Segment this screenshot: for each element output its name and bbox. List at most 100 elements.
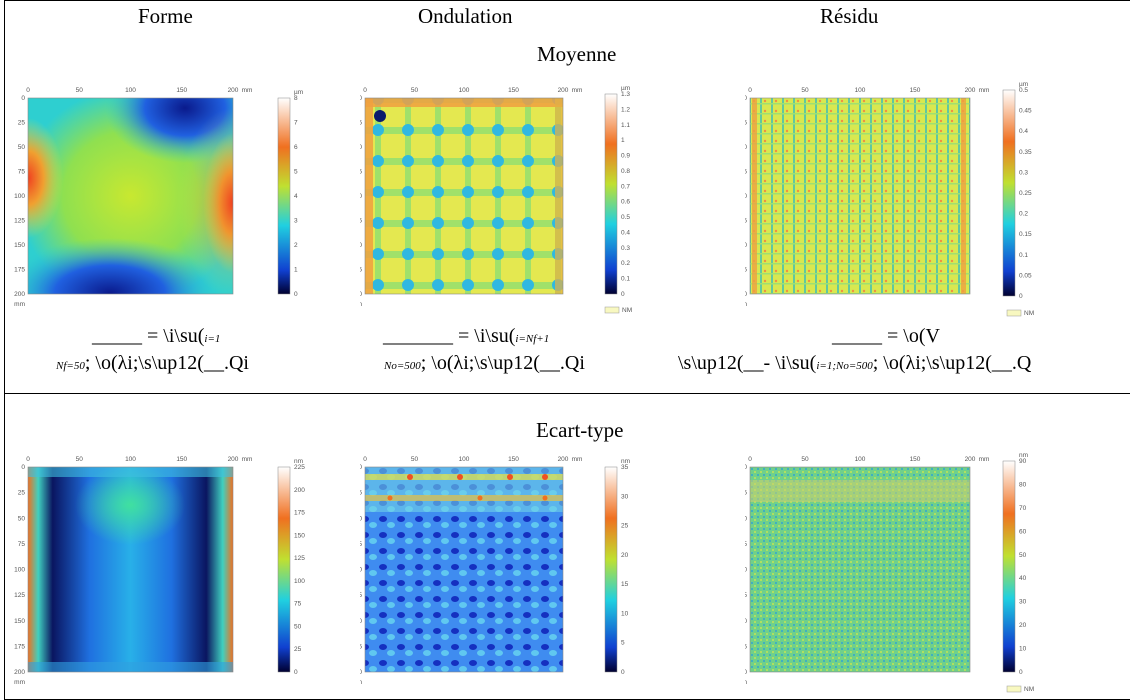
colorbar-tick-label: 1.2	[621, 106, 630, 113]
y-tick-label: 75	[18, 169, 26, 176]
colorbar-tick-label: 80	[1019, 481, 1027, 488]
x-tick-label: 0	[26, 87, 30, 94]
y-tick-label: 200	[14, 291, 25, 298]
y-tick-label: 200	[14, 669, 25, 676]
colorbar-tick-label: 75	[294, 601, 302, 608]
x-tick-label: 150	[508, 87, 519, 94]
heatmap-mean-residu: 050100150200mm0255075100125150175200mmµm…	[745, 81, 1034, 317]
y-tick-label: 50	[18, 144, 26, 151]
x-tick-label: 100	[125, 87, 136, 94]
y-unit-label: mm	[14, 301, 25, 308]
y-tick-label: 25	[360, 490, 362, 497]
x-tick-label: 50	[411, 87, 419, 94]
y-tick-label: 75	[360, 169, 362, 176]
y-tick-label: 150	[360, 618, 362, 625]
colorbar-tick-label: 15	[621, 581, 629, 588]
colorbar-tick-label: 0	[1019, 293, 1023, 300]
y-tick-label: 100	[14, 193, 25, 200]
y-tick-label: 50	[360, 144, 362, 151]
formula-ondulation-line2: No=500; \o(λi;\s\up12(__.Qi	[384, 352, 585, 374]
x-unit-label: mm	[572, 87, 583, 94]
y-tick-label: 150	[14, 242, 25, 249]
colorbar-tick-label: 1.3	[621, 91, 630, 98]
y-tick-label: 125	[360, 218, 362, 225]
colorbar-tick-label: 40	[1019, 575, 1027, 582]
y-tick-label: 200	[745, 291, 747, 298]
colorbar-unit-label: µm	[294, 89, 303, 96]
colorbar-tick-label: 0.3	[1019, 169, 1028, 176]
colorbar-tick-label: 0.6	[621, 199, 630, 206]
x-unit-label: mm	[979, 87, 990, 94]
colorbar-tick-label: 0.25	[1019, 190, 1032, 197]
y-tick-label: 25	[360, 120, 362, 127]
colorbar-tick-label: 0.9	[621, 153, 630, 160]
y-tick-label: 175	[14, 267, 25, 274]
colorbar-tick-label: 8	[294, 95, 298, 102]
y-unit-label: mm	[360, 301, 362, 308]
x-tick-label: 0	[748, 456, 752, 463]
y-tick-label: 0	[360, 95, 362, 102]
y-tick-label: 150	[360, 242, 362, 249]
colorbar-tick-label: 0	[294, 291, 298, 298]
x-unit-label: mm	[242, 456, 253, 463]
colorbar-tick-label: 0.45	[1019, 108, 1032, 115]
colorbar-tick-label: 0	[621, 291, 625, 298]
colorbar-tick-label: 25	[294, 646, 302, 653]
colorbar-tick-label: 5	[621, 640, 625, 647]
y-tick-label: 50	[745, 144, 747, 151]
y-tick-label: 0	[360, 464, 362, 471]
formula-residu-line2: \s\up12(__- \i\su(i=1;No=500; \o(λi;\s\u…	[678, 352, 1032, 374]
colorbar-tick-label: 4	[294, 193, 298, 200]
colorbar-tick-label: 10	[621, 610, 629, 617]
heatmap-std-residu: 050100150200mm0255075100125150175200mmnm…	[745, 452, 1034, 693]
y-unit-label: mm	[14, 679, 25, 686]
column-header-ondulation: Ondulation	[418, 4, 513, 28]
formula-residu-line1: _____ = \o(V	[832, 325, 940, 347]
x-tick-label: 100	[125, 456, 136, 463]
y-unit-label: mm	[745, 301, 747, 308]
colorbar-tick-label: 0.5	[1019, 87, 1028, 94]
colorbar-tick-label: 0.7	[621, 183, 630, 190]
y-tick-label: 175	[360, 643, 362, 650]
heatmap-std-forme: 0 50 100 150 200 mm0255075100125150175200mmnm…	[14, 456, 305, 686]
y-tick-label: 75	[18, 541, 26, 548]
y-unit-label: mm	[360, 679, 362, 686]
colorbar-tick-label: 150	[294, 532, 305, 539]
y-tick-label: 175	[360, 267, 362, 274]
x-tick-label: 100	[459, 87, 470, 94]
colorbar-tick-label: 6	[294, 144, 298, 151]
x-tick-label: 200	[558, 87, 569, 94]
y-tick-label: 0	[21, 95, 25, 102]
row-divider	[4, 393, 1130, 394]
row-header-ecart-type: Ecart-type	[536, 418, 624, 442]
formula-forme-line2: Nf=50; \o(λi;\s\up12(__.Qi	[56, 352, 249, 374]
colorbar-tick-label: 225	[294, 464, 305, 471]
y-tick-label: 0	[745, 95, 747, 102]
x-tick-label: 200	[228, 456, 239, 463]
colorbar-tick-label: 0.8	[621, 168, 630, 175]
colorbar-unit-label: nm	[1019, 452, 1028, 459]
row-header-moyenne: Moyenne	[537, 42, 617, 66]
y-tick-label: 75	[360, 541, 362, 548]
colorbar-tick-label: 100	[294, 578, 305, 585]
colorbar-tick-label: 0.4	[621, 229, 630, 236]
column-header-forme: Forme	[138, 4, 193, 28]
y-tick-label: 125	[360, 592, 362, 599]
x-tick-label: 0	[26, 456, 30, 463]
colorbar-tick-label: 2	[294, 242, 298, 249]
y-tick-label: 150	[745, 242, 747, 249]
colorbar-tick-label: 0.1	[621, 276, 630, 283]
y-tick-label: 175	[745, 643, 747, 650]
x-tick-label: 150	[176, 87, 187, 94]
x-tick-label: 50	[801, 456, 809, 463]
x-tick-label: 0	[748, 87, 752, 94]
colorbar-tick-label: 0.3	[621, 245, 630, 252]
y-tick-label: 50	[18, 515, 26, 522]
colorbar-tick-label: 20	[621, 552, 629, 559]
colorbar-tick-label: 0.2	[1019, 211, 1028, 218]
x-tick-label: 200	[965, 87, 976, 94]
colorbar-tick-label: 0	[1019, 669, 1023, 676]
colorbar-tick-label: 25	[621, 523, 629, 530]
x-tick-label: 150	[508, 456, 519, 463]
y-tick-label: 100	[745, 567, 747, 574]
